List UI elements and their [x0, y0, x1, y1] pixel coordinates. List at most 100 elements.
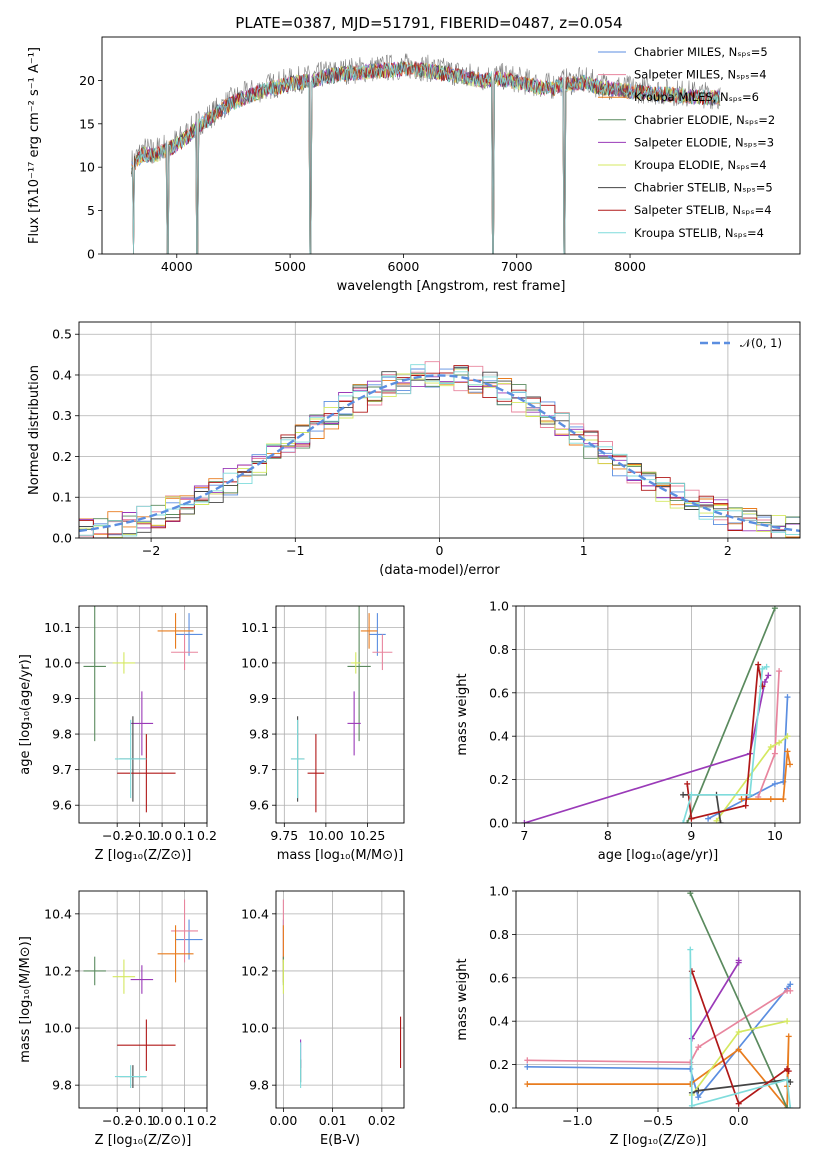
errorbar-point [350, 652, 361, 674]
plot-area [282, 899, 402, 1089]
x-axis-label: Z [log₁₀(Z/Z⊙)] [95, 1133, 192, 1148]
errorbar-point [369, 613, 386, 656]
y-tick-label: 10.0 [44, 1021, 72, 1036]
x-tick-label: −0.2 [102, 828, 132, 843]
model-spectrum-line [131, 63, 721, 254]
y-tick-label: 0.6 [489, 685, 509, 700]
errorbar-point [360, 613, 378, 649]
x-tick-label: 7000 [501, 259, 533, 274]
y-tick-label: 0.2 [489, 772, 509, 787]
x-tick-label: 0.0 [152, 828, 172, 843]
x-tick-label: 7 [520, 828, 528, 843]
legend-label: Chabrier STELIB, Nₛₚₛ=5 [634, 181, 773, 195]
plot-area [290, 606, 393, 813]
y-tick-label: 10.0 [241, 1021, 269, 1036]
plot-area [521, 606, 793, 823]
axes-frame [275, 605, 405, 824]
legend-label: Kroupa STELIB, Nₛₚₛ=4 [634, 226, 764, 240]
y-tick-label: 0.0 [489, 816, 509, 831]
y-tick-label: 9.7 [249, 762, 269, 777]
y-axis-label: Normed distribution [27, 365, 42, 495]
x-tick-label: 0.0 [152, 1113, 172, 1128]
x-axis-label: Z [log₁₀(Z/Z⊙)] [95, 848, 192, 863]
y-tick-label: 0.6 [489, 970, 509, 985]
mass-weight-series [527, 983, 791, 1100]
axes-frame [78, 890, 208, 1109]
x-tick-label: −0.1 [124, 828, 154, 843]
mass-weight-series [689, 949, 792, 1108]
y-axis-label: mass weight [455, 673, 470, 755]
axes-frame [515, 605, 801, 824]
legend-label: Salpeter MILES, Nₛₚₛ=4 [634, 68, 767, 82]
y-tick-label: 0 [87, 247, 95, 262]
chart-mass-vs-Z: −0.2−0.10.0 0.1 0.2 9.8 10.0 10.2 10.4 Z [log₁₀… [18, 890, 217, 1148]
axes-frame [101, 36, 801, 255]
y-axis-label: age [log₁₀(age/yr)] [18, 654, 33, 775]
errorbar-point [157, 925, 194, 983]
y-tick-label: 9.8 [52, 1078, 72, 1093]
data-spectrum-line [131, 53, 721, 254]
errorbar-point [112, 959, 136, 994]
errorbar-point [175, 919, 203, 960]
y-tick-label: 0.8 [489, 642, 509, 657]
y-tick-label: 10.4 [241, 906, 269, 921]
mass-weight-series [715, 735, 789, 822]
errorbar-point [114, 719, 147, 799]
x-axis-label: wavelength [Angstrom, rest frame] [337, 279, 566, 294]
chart-age-vs-mass: 9.75 10.00 10.25 9.6 9.7 9.8 9.9 10.0 10.1 mass [… [241, 605, 405, 863]
y-axis-label: Flux [fλ10⁻¹⁷ erg cm⁻² s⁻¹ A⁻¹] [27, 47, 42, 244]
residual-histogram [79, 368, 800, 538]
x-tick-label: 0.2 [197, 828, 217, 843]
y-tick-label: 0.5 [52, 327, 72, 342]
y-tick-label: 20 [79, 73, 95, 88]
x-tick-label: 0 [436, 543, 444, 558]
y-tick-label: 9.8 [52, 727, 72, 742]
mass-weight-series [686, 607, 776, 823]
x-tick-label: 5000 [274, 259, 306, 274]
y-tick-label: 0.8 [489, 927, 509, 942]
errorbar-point [175, 613, 203, 656]
y-tick-label: 0.0 [52, 531, 72, 546]
x-axis-label: age [log₁₀(age/yr)] [598, 848, 719, 863]
residual-histogram [79, 365, 800, 538]
plot-area [79, 361, 800, 538]
x-tick-label: 0.00 [269, 1113, 297, 1128]
x-tick-label: 2 [724, 543, 732, 558]
mass-weight-series [757, 671, 780, 798]
chart-title: PLATE=0387, MJD=51791, FIBERID=0487, z=0… [235, 14, 622, 32]
y-tick-label: 0.0 [489, 1101, 509, 1116]
x-axis-label: E(B-V) [320, 1133, 360, 1148]
y-tick-label: 9.6 [52, 798, 72, 813]
errorbar-point [117, 734, 176, 813]
y-tick-label: 10.0 [44, 655, 72, 670]
errorbar-point [83, 956, 106, 986]
mass-weight-series [527, 1036, 790, 1108]
y-tick-label: 1.0 [489, 884, 509, 899]
errorbar-point [114, 1065, 147, 1089]
errorbar-point [307, 734, 325, 813]
x-tick-label: 6000 [388, 259, 420, 274]
x-tick-label: 0.0 [729, 1113, 749, 1128]
y-tick-label: 10.4 [44, 906, 72, 921]
x-tick-label: −0.5 [643, 1113, 673, 1128]
y-tick-label: 10 [79, 160, 95, 175]
errorbar-point [347, 606, 371, 742]
errorbar-point [117, 1019, 176, 1071]
legend-label: Kroupa ELODIE, Nₛₚₛ=4 [634, 158, 767, 172]
legend-label: 𝒩(0, 1) [740, 336, 782, 350]
errorbar-point [171, 634, 199, 671]
x-tick-label: −1 [286, 543, 304, 558]
x-tick-label: 1 [580, 543, 588, 558]
axes-frame [515, 890, 801, 1109]
y-tick-label: 9.9 [52, 691, 72, 706]
y-tick-label: 0.4 [52, 367, 72, 382]
x-tick-label: 8000 [614, 259, 646, 274]
y-tick-label: 10.1 [241, 620, 269, 635]
y-tick-label: 9.8 [249, 727, 269, 742]
chart-age-vs-Z: −0.2−0.10.0 0.1 0.2 9.6 9.7 9.8 9.9 10.0 10.1 Z [… [18, 605, 217, 863]
y-tick-label: 10.1 [44, 620, 72, 635]
y-tick-label: 0.2 [489, 1057, 509, 1072]
y-tick-label: 10.2 [44, 963, 72, 978]
errorbar-point [290, 719, 305, 799]
errorbar-point [130, 965, 154, 994]
